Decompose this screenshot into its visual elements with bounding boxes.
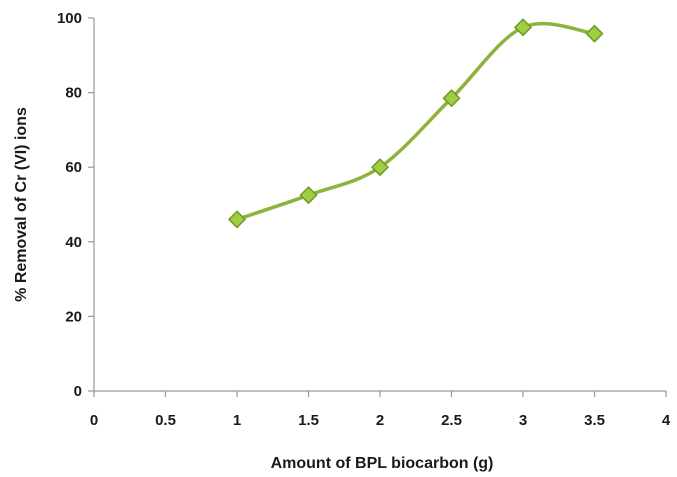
x-tick-label: 3.5 bbox=[584, 412, 605, 429]
data-point-marker bbox=[227, 210, 247, 229]
x-tick-label: 1.5 bbox=[298, 412, 319, 429]
x-axis-title: Amount of BPL biocarbon (g) bbox=[271, 455, 494, 472]
y-tick-label: 60 bbox=[65, 159, 82, 176]
x-axis-ticks: 0 0.5 1 1.5 2 2.5 3 3.5 4 bbox=[90, 391, 671, 429]
x-tick-label: 4 bbox=[662, 412, 671, 429]
x-tick-label: 2.5 bbox=[441, 412, 462, 429]
x-tick-label: 3 bbox=[519, 412, 527, 429]
x-tick-label: 0.5 bbox=[155, 412, 176, 429]
x-tick-label: 2 bbox=[376, 412, 384, 429]
plot-area bbox=[227, 18, 604, 229]
x-tick-label: 0 bbox=[90, 412, 98, 429]
data-point-marker bbox=[370, 158, 390, 177]
data-point-marker bbox=[585, 24, 604, 43]
y-tick-label: 20 bbox=[65, 308, 82, 325]
y-axis-ticks: 0 20 40 60 80 100 bbox=[57, 10, 94, 400]
x-tick-label: 1 bbox=[233, 412, 241, 429]
y-tick-label: 80 bbox=[65, 85, 82, 102]
series-line bbox=[235, 21, 597, 222]
y-tick-label: 100 bbox=[57, 10, 82, 27]
data-point-marker bbox=[299, 186, 318, 205]
y-axis-title: % Removal of Cr (VI) ions bbox=[13, 107, 30, 302]
data-point-marker bbox=[442, 89, 461, 108]
chart-axes bbox=[93, 18, 666, 392]
data-point-marker bbox=[513, 18, 533, 37]
y-tick-label: 40 bbox=[65, 234, 82, 251]
y-tick-label: 0 bbox=[74, 383, 82, 400]
